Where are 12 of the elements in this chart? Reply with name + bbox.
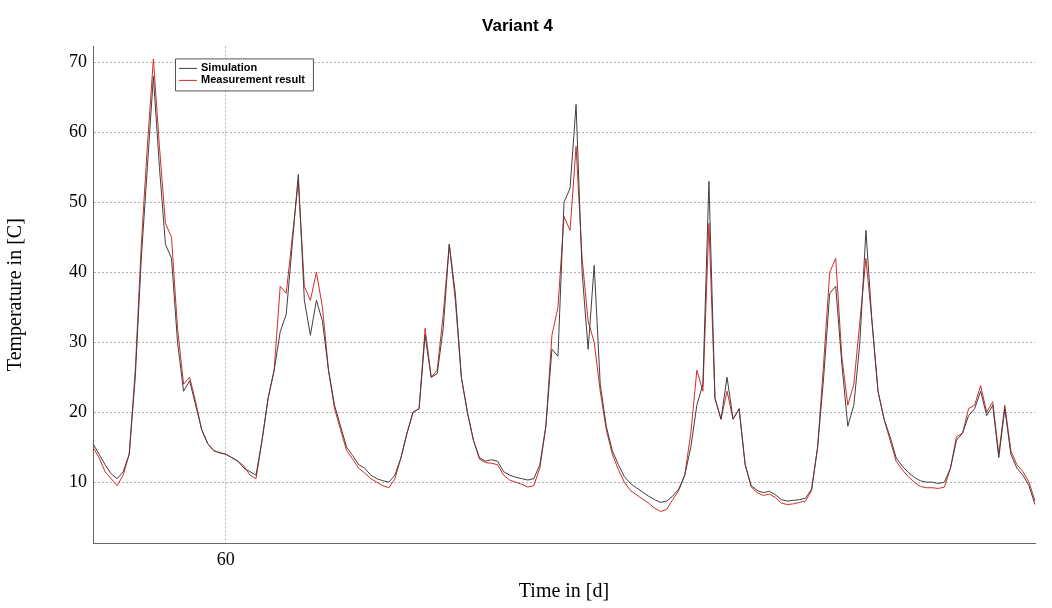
y-tick-label: 40 (69, 261, 87, 282)
y-tick-label: 30 (69, 331, 87, 351)
y-tick-label: 50 (69, 191, 87, 212)
chart-title: Variant 4 (482, 15, 554, 35)
y-tick-label: 10 (69, 470, 87, 491)
y-tick-label: 60 (69, 121, 87, 142)
legend-label: Simulation (201, 61, 258, 74)
legend-label: Measurement result (201, 73, 306, 86)
y-axis-title: Temperature in [C] (3, 218, 27, 372)
y-tick-label: 70 (69, 51, 87, 72)
x-axis-title: Time in [d] (518, 579, 610, 602)
y-tick-label: 20 (69, 400, 87, 421)
